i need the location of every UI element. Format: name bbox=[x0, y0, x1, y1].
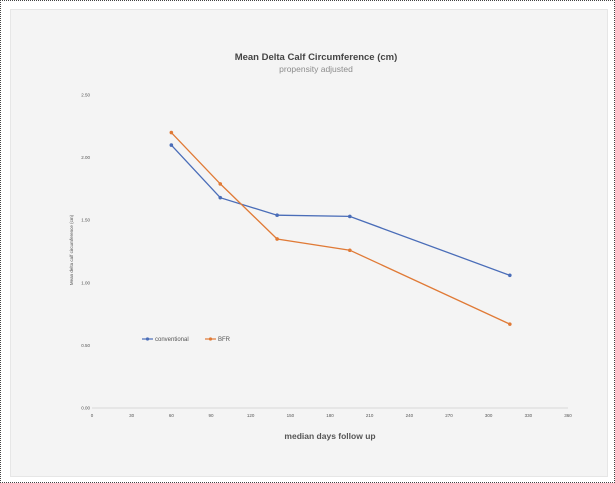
y-tick-label: 0.00 bbox=[81, 406, 90, 411]
legend-swatch-marker bbox=[208, 337, 213, 341]
series-bfr bbox=[169, 130, 512, 326]
series-line bbox=[170, 132, 511, 325]
series-group bbox=[169, 130, 512, 326]
data-point bbox=[218, 182, 223, 186]
x-tick-label: 240 bbox=[406, 413, 414, 418]
data-point bbox=[348, 248, 352, 253]
x-tick-label: 60 bbox=[169, 413, 175, 418]
x-tick-label: 30 bbox=[129, 413, 135, 418]
x-tick-label: 150 bbox=[287, 413, 295, 418]
y-tick-labels: 0.00 0.50 1.00 1.50 2.00 2.50 bbox=[81, 93, 90, 411]
data-point bbox=[275, 237, 279, 241]
y-axis-label: Mean delta calf circumference (cm) bbox=[69, 214, 74, 285]
y-tick-label: 1.50 bbox=[81, 218, 90, 223]
x-axis-label: median days follow up bbox=[284, 431, 375, 441]
legend-item-bfr: BFR bbox=[205, 337, 231, 343]
data-point bbox=[508, 273, 512, 278]
legend-label: BFR bbox=[218, 337, 231, 343]
series-line bbox=[170, 144, 511, 276]
data-point bbox=[275, 213, 279, 217]
x-tick-label: 180 bbox=[326, 413, 334, 418]
y-tick-label: 2.00 bbox=[81, 155, 90, 160]
chart-subtitle: propensity adjusted bbox=[279, 64, 353, 74]
data-point bbox=[508, 322, 512, 326]
y-tick-label: 1.00 bbox=[81, 280, 90, 285]
x-tick-label: 270 bbox=[445, 413, 453, 418]
data-point bbox=[218, 195, 223, 200]
y-tick-label: 2.50 bbox=[81, 93, 90, 98]
x-tick-label: 0 bbox=[91, 413, 94, 418]
x-tick-label: 90 bbox=[208, 413, 214, 418]
x-tick-label: 210 bbox=[366, 413, 374, 418]
x-tick-label: 360 bbox=[564, 413, 572, 418]
x-tick-label: 330 bbox=[525, 413, 533, 418]
legend-item-conventional: conventional bbox=[142, 337, 189, 343]
data-point bbox=[169, 143, 174, 147]
chart-title: Mean Delta Calf Circumference (cm) bbox=[235, 52, 398, 63]
series-conventional bbox=[169, 143, 512, 278]
data-point bbox=[348, 214, 352, 219]
x-tick-labels: 0 30 60 90 120 150 180 210 240 270 300 330 360 bbox=[91, 413, 573, 418]
legend-swatch-marker bbox=[145, 337, 150, 341]
chart-panel bbox=[10, 9, 608, 477]
x-tick-label: 120 bbox=[247, 413, 255, 418]
legend: conventional BFR bbox=[142, 337, 231, 343]
y-tick-label: 0.50 bbox=[81, 343, 90, 348]
data-point bbox=[169, 130, 174, 135]
legend-label: conventional bbox=[155, 337, 189, 343]
x-tick-label: 300 bbox=[485, 413, 493, 418]
